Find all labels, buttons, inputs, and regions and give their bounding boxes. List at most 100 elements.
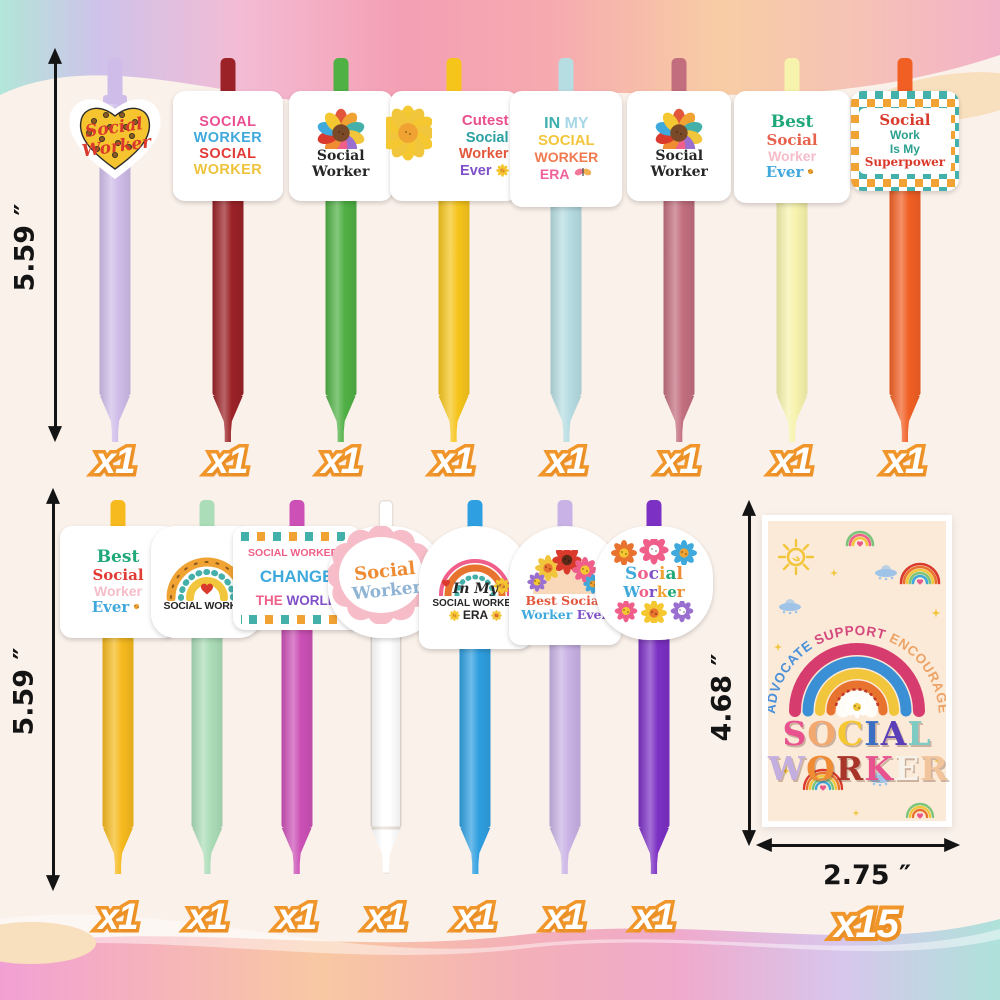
quantity-label: x1 — [318, 437, 365, 485]
pen-tip — [281, 828, 312, 874]
pen-topper-sticker: IN MY SOCIAL WORKER ERA — [510, 91, 623, 207]
sticker-text: SOCIAL WORKER — [432, 597, 519, 609]
pen-topper-flower-sticker: Social Worker — [594, 526, 713, 640]
pen-row1-6: Social Worker x1 — [627, 58, 732, 508]
quantity-label: x1 — [274, 893, 321, 941]
pen-row2-7: Social Worker x1 — [594, 500, 713, 950]
daisy-icon — [845, 695, 869, 719]
rainbow-icon — [905, 802, 935, 819]
sticker-text: CHANGE — [259, 566, 334, 586]
sticker-text: Is My — [889, 141, 920, 156]
sticker-text: Social — [316, 148, 365, 165]
pen-topper-sticker: SOCIAL WORKER SOCIAL WORKER — [172, 91, 283, 201]
ufo-cloud-icon — [869, 771, 891, 787]
quantity-label: x1 — [656, 437, 703, 485]
pen-row2-5: In My SOCIAL WORKER ERA x1 — [419, 500, 532, 950]
pen-tip — [100, 396, 130, 442]
pen-plunger — [897, 58, 913, 99]
pen-collar — [103, 95, 127, 106]
pen-row1-8: Social Work Is My Superpower x1 — [850, 58, 959, 508]
pen-plunger — [671, 58, 687, 99]
social-worker-card: ADVOCATE SUPPORT ENCOURAGE SOCIAL WORKER — [762, 515, 952, 827]
pen-row2-1: Best Social Worker Ever x1 — [60, 500, 176, 950]
sticker-text: Social — [879, 111, 931, 130]
pen-topper-sunflower-sticker: Social Worker — [288, 91, 393, 201]
row2-height-label: 5.59 ″ — [8, 647, 40, 736]
pen-topper-sticker: Best Social Worker Ever — [734, 91, 851, 203]
sticker-text: SOCIAL WORKERS — [248, 547, 346, 560]
pen-row1-4: Cutest Social Worker Ever x1 — [385, 58, 518, 508]
sticker-text: Best Social — [525, 593, 604, 608]
sticker-text: Superpower — [864, 155, 946, 170]
ufo-cloud-icon — [779, 599, 801, 615]
pen-topper-sticker: Cutest Social Worker Ever — [385, 91, 518, 201]
quantity-label: x1 — [769, 437, 816, 485]
rainbow-icon — [899, 562, 941, 585]
sticker-text: Worker — [312, 164, 370, 180]
pen-tip — [371, 828, 401, 874]
bottom-wave-decoration — [0, 905, 1000, 1000]
pen-row1-3: Social Worker x1 — [288, 58, 393, 508]
sticker-text: WORKER — [534, 148, 599, 165]
ufo-cloud-icon — [875, 565, 897, 581]
pen-topper-flower-sticker: Social Worker — [327, 526, 444, 638]
pen-row-1: Social Worker x1 SOCIAL WORKER SOCIAL WORKE… — [69, 58, 959, 508]
pen-tip — [103, 828, 133, 874]
pen-tip — [890, 396, 920, 442]
sun-icon — [777, 538, 815, 576]
quantity-label: x1 — [95, 893, 142, 941]
card-width-arrow — [770, 844, 946, 847]
card-artwork: ADVOCATE SUPPORT ENCOURAGE — [768, 530, 946, 819]
pen-row2-3: SOCIAL WORKERS CHANGE THE WORLD x1 — [232, 500, 361, 950]
quantity-label: x1 — [452, 893, 499, 941]
sticker-text: WORKER — [193, 129, 263, 146]
sticker-text: Best — [770, 111, 814, 132]
pen-plunger — [446, 58, 462, 99]
pen-plunger — [333, 58, 349, 99]
quantity-label: x1 — [205, 437, 252, 485]
pen-tip — [639, 828, 669, 874]
quantity-label: x1 — [92, 437, 139, 485]
rainbow-icon — [845, 530, 875, 547]
sticker-text: Social — [92, 565, 144, 584]
pen-row1-5: IN MY SOCIAL WORKER ERA x1 — [510, 58, 623, 508]
sticker-text: SOCIAL — [538, 131, 595, 149]
sticker-text: Work — [890, 128, 920, 143]
pen-topper-heart-sticker: Social Worker — [66, 91, 164, 183]
pen-tip — [212, 396, 243, 442]
pen-plunger — [220, 58, 236, 99]
sticker-text: Worker — [768, 147, 817, 164]
sticker-text: Social — [766, 130, 818, 149]
pen-tip — [325, 396, 356, 442]
pen-plunger — [784, 58, 800, 99]
quantity-label: x1 — [184, 893, 231, 941]
pen-tip — [460, 828, 491, 874]
pen-row2-4: Social Worker x1 — [327, 500, 444, 950]
pen-row1-7: Best Social Worker Ever x1 — [734, 58, 851, 508]
row1-height-label: 5.59 ″ — [9, 203, 41, 292]
card-height-arrow — [748, 514, 751, 832]
sticker-text: WORKER — [193, 162, 263, 179]
card-word-social: SOCIAL — [782, 714, 932, 753]
sticker-text: Social — [655, 148, 704, 165]
pen-tip — [549, 828, 580, 874]
row1-height-arrow — [54, 62, 57, 428]
pen-row1-1: Social Worker x1 — [69, 58, 161, 508]
quantity-label: x1 — [631, 893, 678, 941]
pen-tip — [664, 396, 695, 442]
sticker-text: SOCIAL WORKER — [163, 600, 252, 613]
quantity-label: x1 — [430, 437, 477, 485]
pen-plunger — [558, 58, 574, 99]
pen-row2-2: SOCIAL WORKER x1 — [151, 500, 264, 950]
sticker-text: Worker — [458, 146, 509, 163]
quantity-label: x1 — [363, 893, 410, 941]
rainbow-icon — [802, 768, 844, 791]
sticker-text: In My — [452, 580, 498, 597]
sticker-text: SOCIAL — [199, 113, 257, 130]
pen-row2-6: Best Social Worker Ever x1 — [508, 500, 621, 950]
pen-tip — [777, 396, 807, 442]
sticker-text: Best — [96, 546, 140, 567]
pen-topper-sticker: Social Work Is My Superpower — [850, 91, 959, 191]
pen-row-2: Best Social Worker Ever x1 SOCIAL WORKER… — [60, 500, 713, 960]
